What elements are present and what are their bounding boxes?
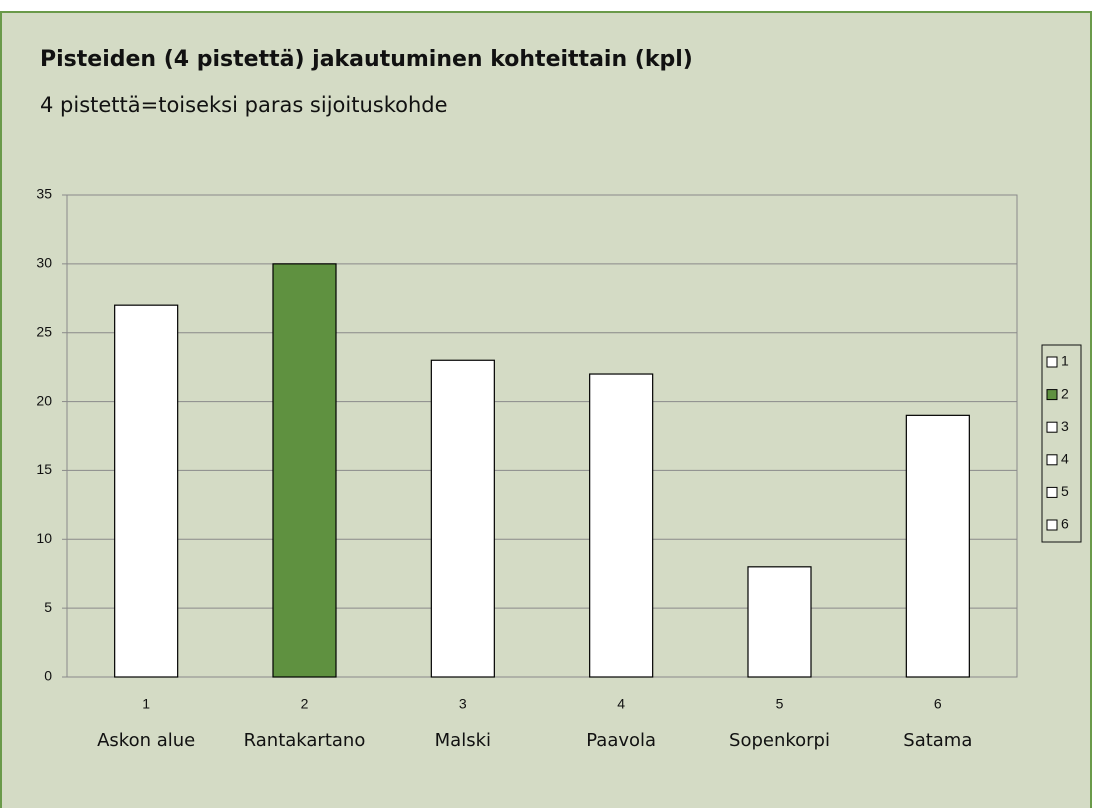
x-category-name: Askon alue <box>97 730 195 751</box>
x-category-name: Sopenkorpi <box>729 730 830 751</box>
bar <box>747 566 812 678</box>
legend-label: 6 <box>1061 516 1069 532</box>
legend-swatch <box>1046 486 1058 498</box>
legend-label: 3 <box>1061 418 1069 434</box>
legend-swatch <box>1046 356 1058 368</box>
x-tick-label: 3 <box>459 696 467 712</box>
legend-swatch <box>1046 519 1058 531</box>
legend <box>1041 344 1082 543</box>
bar <box>430 359 495 678</box>
x-tick-label: 5 <box>776 696 784 712</box>
legend-label: 2 <box>1061 385 1069 401</box>
chart-title: Pisteiden (4 pistettä) jakautuminen koht… <box>40 47 693 72</box>
chart-subtitle: 4 pistettä=toiseksi paras sijoituskohde <box>40 93 448 117</box>
x-category-name: Malski <box>435 730 491 751</box>
bar <box>589 373 654 678</box>
legend-label: 4 <box>1061 451 1069 467</box>
x-category-name: Satama <box>903 730 972 751</box>
x-tick-label: 6 <box>934 696 942 712</box>
bar <box>114 304 179 678</box>
x-category-name: Paavola <box>586 730 656 751</box>
y-tick-label: 35 <box>36 186 52 202</box>
y-tick-label: 5 <box>44 599 52 615</box>
bar <box>905 414 970 678</box>
y-tick-label: 20 <box>36 392 52 408</box>
x-tick-label: 4 <box>617 696 625 712</box>
legend-label: 1 <box>1061 353 1069 369</box>
legend-swatch <box>1046 389 1058 401</box>
y-tick-label: 30 <box>36 255 52 271</box>
y-tick-label: 10 <box>36 530 52 546</box>
x-tick-label: 2 <box>301 696 309 712</box>
legend-swatch <box>1046 421 1058 433</box>
x-tick-label: 1 <box>142 696 150 712</box>
bar <box>272 263 337 678</box>
legend-label: 5 <box>1061 483 1069 499</box>
y-tick-label: 0 <box>44 668 52 684</box>
y-tick-label: 25 <box>36 323 52 339</box>
x-category-name: Rantakartano <box>244 730 366 751</box>
legend-swatch <box>1046 454 1058 466</box>
y-tick-label: 15 <box>36 461 52 477</box>
